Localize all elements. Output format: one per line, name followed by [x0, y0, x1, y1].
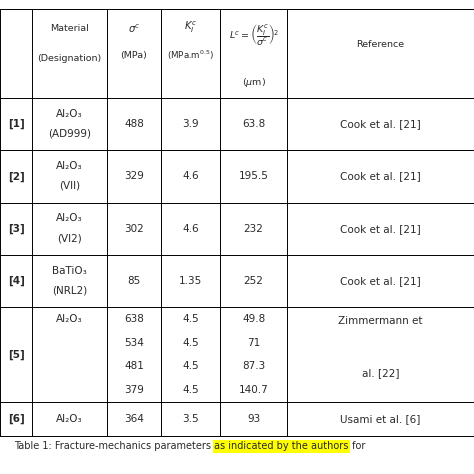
Text: Cook et al. [21]: Cook et al. [21] [340, 224, 421, 234]
Text: [1]: [1] [8, 119, 25, 129]
Text: Al₂O₃: Al₂O₃ [56, 161, 83, 171]
Text: 4.6: 4.6 [182, 224, 199, 234]
Text: [6]: [6] [8, 414, 25, 424]
Text: 232: 232 [244, 224, 264, 234]
Text: 93: 93 [247, 414, 260, 424]
Text: Al₂O₃: Al₂O₃ [56, 109, 83, 118]
Text: 1.35: 1.35 [179, 276, 202, 286]
Text: 481: 481 [124, 361, 144, 372]
Text: 488: 488 [124, 119, 144, 129]
Text: 379: 379 [124, 385, 144, 395]
Text: 4.6: 4.6 [182, 172, 199, 182]
Text: (MPa): (MPa) [120, 51, 147, 60]
Text: BaTiO₃: BaTiO₃ [52, 265, 87, 276]
Text: Cook et al. [21]: Cook et al. [21] [340, 172, 421, 182]
Text: al. [22]: al. [22] [362, 368, 399, 379]
Text: 4.5: 4.5 [182, 385, 199, 395]
Text: 3.9: 3.9 [182, 119, 199, 129]
Text: [4]: [4] [8, 276, 25, 286]
Text: 302: 302 [124, 224, 144, 234]
Text: 85: 85 [128, 276, 140, 286]
Text: 364: 364 [124, 414, 144, 424]
Text: 3.5: 3.5 [182, 414, 199, 424]
Text: 49.8: 49.8 [242, 314, 265, 324]
Text: 87.3: 87.3 [242, 361, 265, 372]
Text: 63.8: 63.8 [242, 119, 265, 129]
Text: [2]: [2] [8, 172, 25, 182]
Text: Zimmermann et: Zimmermann et [338, 317, 423, 327]
Text: (VI2): (VI2) [57, 233, 82, 243]
Text: [5]: [5] [8, 349, 25, 360]
Text: 4.5: 4.5 [182, 314, 199, 324]
Text: Usami et al. [6]: Usami et al. [6] [340, 414, 420, 424]
Text: Al₂O₃: Al₂O₃ [56, 414, 83, 424]
Text: 329: 329 [124, 172, 144, 182]
Text: (Designation): (Designation) [37, 54, 101, 63]
Text: as indicated by the authors: as indicated by the authors [214, 441, 349, 451]
Text: 534: 534 [124, 338, 144, 348]
Text: 4.5: 4.5 [182, 361, 199, 372]
Text: 195.5: 195.5 [238, 172, 269, 182]
Text: 638: 638 [124, 314, 144, 324]
Text: Cook et al. [21]: Cook et al. [21] [340, 119, 421, 129]
Text: (VII): (VII) [59, 181, 80, 191]
Text: [3]: [3] [8, 224, 25, 234]
Text: 140.7: 140.7 [239, 385, 268, 395]
Text: ($\mu$m): ($\mu$m) [242, 75, 265, 89]
Text: $L^c=\left(\dfrac{K_I^c}{\sigma^c}\right)^{\!2}$: $L^c=\left(\dfrac{K_I^c}{\sigma^c}\right… [228, 22, 279, 47]
Text: 252: 252 [244, 276, 264, 286]
Text: Table 1: Fracture-mechanics parameters: Table 1: Fracture-mechanics parameters [14, 441, 214, 451]
Text: Reference: Reference [356, 40, 404, 49]
Text: $\sigma^c$: $\sigma^c$ [128, 23, 140, 35]
Text: Al₂O₃: Al₂O₃ [56, 314, 83, 324]
Text: (MPa.m$^{0.5}$): (MPa.m$^{0.5}$) [167, 49, 214, 62]
Text: $K_I^c$: $K_I^c$ [184, 19, 197, 35]
Text: (NRL2): (NRL2) [52, 285, 87, 296]
Text: 4.5: 4.5 [182, 338, 199, 348]
Text: for: for [349, 441, 365, 451]
Text: Al₂O₃: Al₂O₃ [56, 213, 83, 223]
Text: Cook et al. [21]: Cook et al. [21] [340, 276, 421, 286]
Text: Material: Material [50, 25, 89, 34]
Text: (AD999): (AD999) [48, 128, 91, 138]
Text: 71: 71 [247, 338, 260, 348]
